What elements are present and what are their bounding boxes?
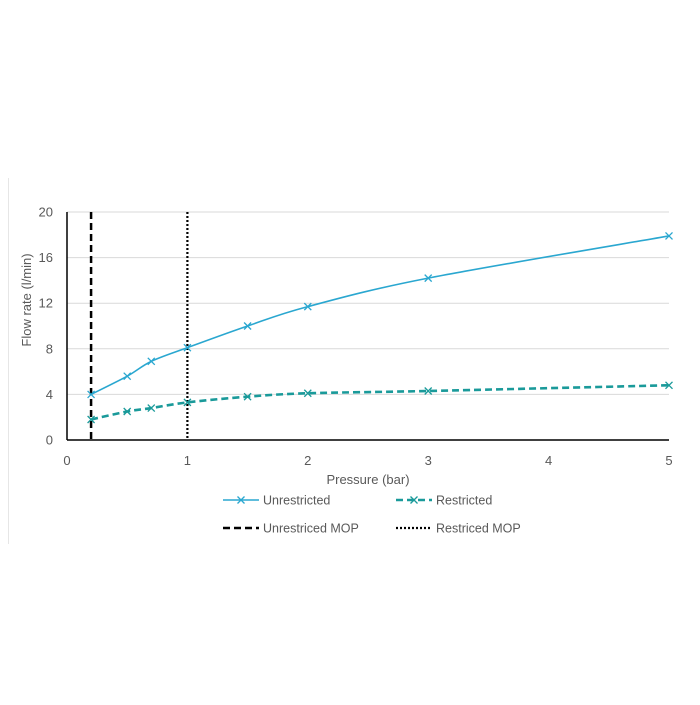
y-tick-label: 8 [46, 341, 53, 356]
gridlines [67, 211, 669, 395]
restricted-data-point [243, 392, 252, 401]
legend-marker [237, 496, 245, 504]
x-tick-label: 2 [304, 453, 311, 468]
restricted-data-point [424, 387, 433, 395]
legend-swatch [223, 496, 259, 504]
legend: Unrestricted Restricted Unrestriced MOP Res… [223, 494, 521, 536]
unrestricted-data-point [183, 343, 192, 352]
legend-label: Unrestricted [263, 494, 330, 508]
x-tick-label: 3 [425, 453, 432, 468]
x-tick-label: 1 [184, 453, 191, 468]
mop-lines [89, 212, 189, 440]
restricted-data-point [665, 381, 673, 390]
y-tick-label: 4 [46, 387, 53, 402]
legend-item-unrestriced-mop: Unrestriced MOP [223, 522, 359, 536]
unrestricted-data-point [147, 357, 156, 366]
legend-item-unrestricted: Unrestricted [223, 494, 330, 508]
legend-item-restriced-mop: Restriced MOP [396, 522, 521, 536]
unrestricted-series-line [90, 235, 670, 396]
restricted-data-point [147, 404, 156, 413]
y-axis-label: Flow rate (l/min) [19, 253, 34, 346]
unrestricted-data-point [87, 390, 96, 399]
restricted-series-line [90, 383, 670, 421]
legend-swatch [396, 496, 432, 504]
y-tick-label: 16 [39, 250, 53, 265]
legend-label: Unrestriced MOP [263, 522, 359, 536]
legend-label: Restricted [436, 494, 492, 508]
axes [66, 212, 669, 441]
restricted-data-point [87, 415, 96, 424]
restricted-data-point [303, 389, 312, 398]
y-tick-label: 20 [39, 205, 53, 220]
unrestricted-data-point [303, 302, 312, 311]
restricted-data-point [123, 407, 132, 416]
left-divider [8, 178, 9, 544]
unrestricted-data-point [123, 372, 132, 381]
x-tick-label: 0 [63, 453, 70, 468]
x-tick-label: 5 [665, 453, 672, 468]
legend-label: Restriced MOP [436, 522, 521, 536]
legend-marker [410, 496, 418, 504]
unrestricted-data-point [665, 231, 673, 240]
y-tick-label: 12 [39, 296, 53, 311]
restricted-data-point [183, 398, 192, 407]
unrestricted-data-point [243, 322, 252, 330]
x-tick-label: 4 [545, 453, 552, 468]
unrestricted-data-point [424, 274, 433, 283]
y-tick-label: 0 [46, 433, 53, 448]
series [87, 231, 673, 424]
x-axis-label: Pressure (bar) [326, 472, 409, 487]
legend-item-restricted: Restricted [396, 494, 492, 508]
